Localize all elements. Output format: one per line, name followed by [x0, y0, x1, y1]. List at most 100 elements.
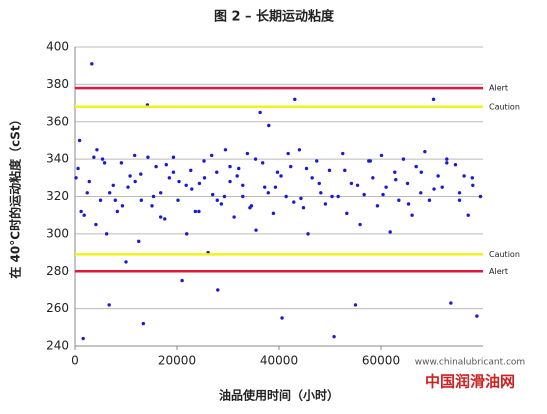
point — [241, 194, 245, 199]
watermark-name: 中国润滑油网 — [425, 373, 515, 391]
point — [431, 97, 436, 102]
point — [219, 202, 224, 206]
chart-title: 图 2 – 长期运动粘度 — [214, 9, 335, 25]
point — [81, 336, 85, 341]
y-tick-label: 320 — [46, 189, 69, 203]
point — [466, 213, 470, 217]
point — [293, 97, 297, 102]
point — [470, 176, 474, 180]
point — [410, 213, 414, 217]
point — [289, 164, 293, 169]
point — [258, 110, 262, 115]
point — [177, 179, 181, 184]
point — [393, 170, 397, 174]
point — [74, 176, 78, 180]
reference-label: Caution — [489, 250, 520, 259]
point — [279, 174, 283, 178]
point — [104, 232, 109, 236]
point — [76, 166, 80, 171]
point — [228, 164, 232, 169]
point — [151, 194, 156, 199]
point — [111, 183, 115, 187]
point — [432, 187, 436, 191]
point — [427, 198, 432, 202]
point — [301, 206, 306, 210]
point — [388, 230, 392, 234]
point — [171, 170, 176, 174]
point — [330, 194, 334, 199]
point — [222, 194, 227, 199]
point — [319, 191, 323, 195]
point — [128, 174, 132, 178]
point — [449, 301, 453, 305]
y-axis-label: 在 40°C时的运动粘度（cSt） — [8, 113, 23, 278]
point — [471, 183, 475, 187]
y-tick-label: 340 — [46, 152, 69, 166]
point — [176, 198, 180, 202]
point — [120, 204, 125, 208]
point — [137, 239, 141, 244]
point — [304, 166, 309, 171]
point — [197, 209, 201, 214]
point — [406, 202, 411, 206]
point — [267, 123, 271, 128]
point — [436, 174, 440, 178]
point — [228, 179, 232, 184]
y-tick-label: 400 — [46, 40, 69, 54]
point — [362, 192, 366, 197]
point — [419, 170, 423, 174]
point — [167, 176, 172, 180]
point — [115, 209, 120, 214]
y-tick-label: 360 — [46, 114, 69, 128]
point — [299, 196, 303, 201]
point — [163, 217, 167, 221]
point — [315, 159, 319, 163]
point — [375, 204, 380, 208]
reference-label: Caution — [489, 102, 520, 111]
point — [94, 222, 98, 227]
point — [154, 164, 158, 169]
point — [211, 192, 215, 197]
point — [260, 161, 265, 165]
point — [197, 181, 202, 186]
point — [95, 148, 99, 152]
point — [254, 228, 258, 232]
point — [478, 194, 483, 199]
x-tick-label: 20000 — [158, 354, 196, 368]
point — [98, 198, 103, 202]
point — [381, 192, 385, 197]
point — [202, 159, 206, 163]
point — [358, 222, 362, 227]
point — [332, 334, 336, 339]
point — [286, 151, 290, 156]
point — [419, 191, 423, 195]
point — [216, 288, 220, 292]
point — [107, 303, 111, 307]
point — [405, 181, 410, 186]
point — [209, 153, 214, 158]
point — [79, 209, 83, 214]
point — [462, 174, 466, 178]
point — [379, 153, 384, 158]
point — [349, 181, 354, 186]
point — [193, 209, 198, 214]
point — [180, 278, 184, 283]
point — [384, 185, 388, 189]
point — [263, 185, 267, 189]
point — [341, 151, 345, 156]
point — [414, 164, 418, 169]
point — [119, 161, 124, 165]
point — [223, 148, 228, 152]
point — [241, 183, 245, 187]
point — [146, 155, 150, 159]
point — [124, 260, 128, 264]
point — [336, 194, 340, 199]
point — [164, 163, 168, 167]
point — [271, 211, 276, 216]
point — [248, 206, 252, 210]
point — [132, 153, 137, 158]
point — [475, 314, 479, 318]
point — [397, 198, 401, 202]
point — [457, 198, 462, 202]
point — [215, 170, 219, 174]
